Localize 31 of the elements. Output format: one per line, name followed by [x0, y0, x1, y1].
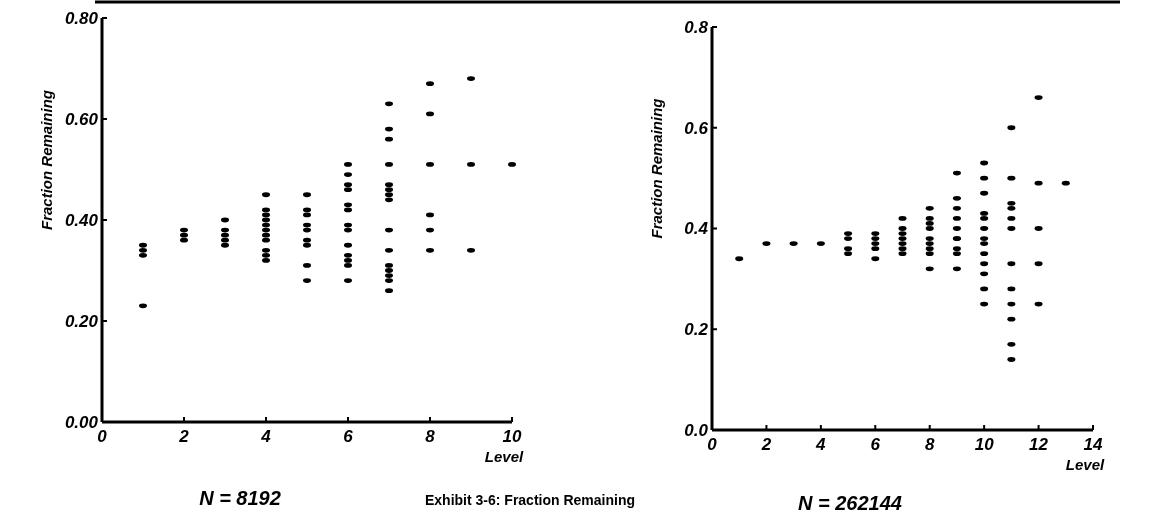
x-tick-label: 0: [707, 435, 718, 454]
x-tick-label: 6: [343, 427, 354, 446]
x-tick-label: 2: [178, 427, 190, 446]
text: N = 262144: [798, 492, 902, 514]
text: N = 8192: [199, 487, 281, 509]
x-tick-label: 0: [97, 427, 108, 446]
x-tick-label: 10: [502, 427, 522, 446]
y-tick-label: 0.2: [684, 320, 709, 340]
y-tick-label: 0.40: [64, 210, 99, 230]
y-tick-label: 0.6: [684, 118, 709, 138]
y-tick-label: 0.20: [64, 311, 99, 331]
x-axis-title: Level: [484, 448, 525, 465]
y-axis-title: Fraction Remaining: [648, 98, 665, 239]
text: Exhibit 3-6: Fraction Remaining: [424, 492, 636, 508]
y-tick-label: 0.00: [64, 412, 99, 432]
x-tick-label: 2: [760, 435, 772, 454]
x-axis-title: Level: [1065, 456, 1106, 473]
y-tick-label: 0.80: [64, 8, 99, 28]
x-tick-label: 6: [870, 435, 881, 454]
x-tick-label: 14: [1083, 435, 1103, 454]
x-tick-label: 10: [974, 435, 995, 454]
x-tick-label: 12: [1029, 435, 1049, 454]
x-tick-label: 8: [924, 435, 935, 454]
y-axis-title: Fraction Remaining: [38, 89, 55, 231]
y-tick-label: 0.4: [684, 219, 709, 239]
y-tick-label: 0.60: [64, 109, 99, 129]
x-tick-label: 4: [815, 435, 827, 454]
y-tick-label: 0.8: [684, 17, 709, 37]
x-tick-label: 4: [260, 427, 272, 446]
x-tick-label: 8: [425, 427, 436, 446]
y-tick-label: 0.0: [684, 420, 709, 440]
